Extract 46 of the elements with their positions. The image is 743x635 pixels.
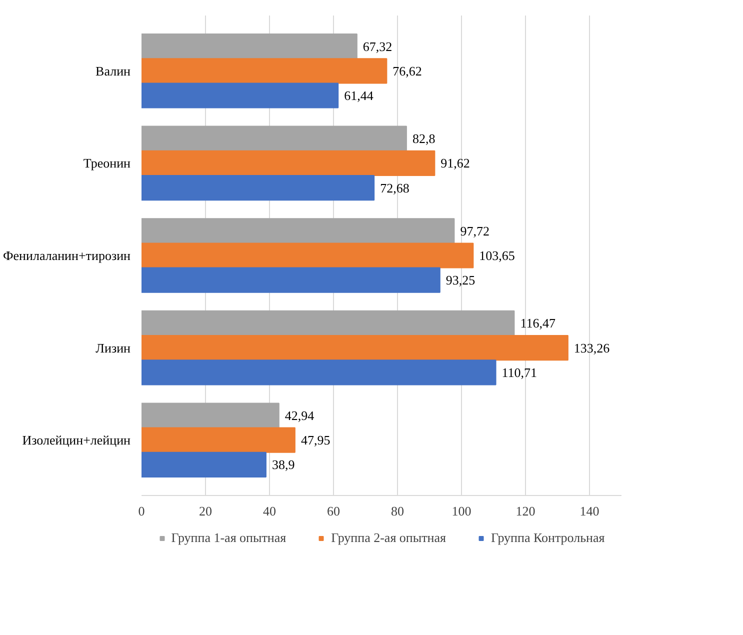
x-tick-label: 0 <box>138 504 145 518</box>
bar <box>142 267 440 293</box>
data-label: 91,62 <box>440 156 470 171</box>
bar <box>142 58 388 84</box>
y-tick-label: Лизин <box>96 340 131 356</box>
x-tick-label: 40 <box>263 504 276 518</box>
data-label: 47,95 <box>300 432 330 448</box>
data-label: 97,72 <box>460 223 490 238</box>
legend-label: Группа Контрольная <box>491 530 605 546</box>
data-label: 116,47 <box>520 316 556 331</box>
x-tick-label: 60 <box>327 504 340 518</box>
legend-label: Группа 1-ая опытная <box>171 530 286 546</box>
data-label: 42,94 <box>284 408 315 423</box>
bar <box>142 452 266 478</box>
data-label: 133,26 <box>574 340 610 356</box>
bar <box>142 218 455 244</box>
bar <box>142 310 515 336</box>
bar <box>142 126 407 152</box>
data-label: 103,65 <box>479 248 515 263</box>
bar <box>142 360 496 386</box>
x-tick-label: 80 <box>391 504 404 518</box>
data-label: 76,62 <box>392 63 422 78</box>
bar <box>142 242 474 268</box>
x-tick-label: 120 <box>516 504 536 518</box>
x-tick-label: 140 <box>580 504 600 518</box>
bar <box>142 402 280 428</box>
x-tick-label: 20 <box>199 504 212 518</box>
data-label: 67,32 <box>362 38 392 54</box>
y-tick-label: Изолейцин+лейцин <box>22 432 131 448</box>
bar <box>142 33 358 60</box>
y-tick-label: Валин <box>96 63 131 78</box>
data-label: 110,71 <box>502 364 538 380</box>
data-label: 38,9 <box>272 457 295 472</box>
legend-label: Группа 2-ая опытная <box>331 530 446 546</box>
data-label: 93,25 <box>446 272 476 288</box>
bar <box>142 175 375 201</box>
data-label: 72,68 <box>380 180 410 196</box>
data-label: 61,44 <box>344 88 374 103</box>
y-tick-label: Треонин <box>83 156 131 171</box>
bar <box>142 82 339 108</box>
bar <box>142 335 568 361</box>
data-label: 82,8 <box>412 131 436 146</box>
x-tick-label: 100 <box>452 504 472 518</box>
bar <box>142 427 296 453</box>
y-tick-label: Фенилаланин+тирозин <box>3 248 131 263</box>
bar <box>142 150 436 176</box>
